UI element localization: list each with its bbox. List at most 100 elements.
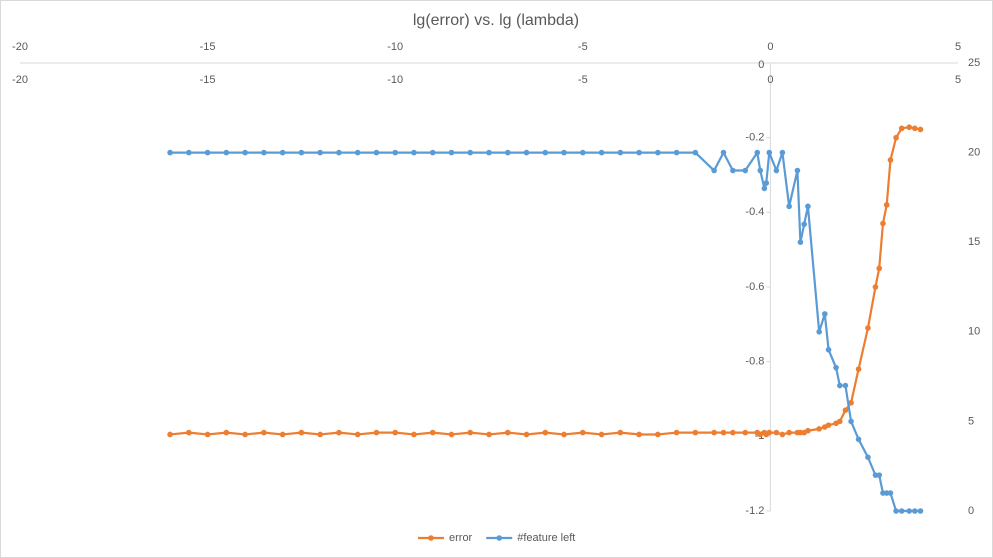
data-point — [486, 431, 492, 438]
data-point — [167, 431, 173, 438]
data-point — [223, 429, 230, 436]
data-point — [816, 426, 822, 432]
data-point — [876, 472, 883, 478]
data-point — [865, 325, 871, 331]
data-point — [673, 429, 680, 436]
data-point — [317, 149, 323, 156]
data-point — [887, 157, 894, 163]
data-point — [523, 431, 530, 438]
data-point — [561, 431, 567, 438]
data-point — [842, 382, 849, 389]
data-point — [893, 134, 899, 141]
y-tick-label: -1.2 — [745, 505, 764, 517]
data-point — [794, 167, 801, 174]
data-point — [298, 149, 305, 156]
y2-tick-label: 15 — [968, 236, 980, 248]
data-point — [336, 149, 342, 156]
data-point — [898, 125, 905, 132]
data-point — [186, 149, 192, 156]
data-point — [720, 429, 727, 436]
data-point — [779, 149, 786, 156]
data-point — [523, 149, 530, 156]
data-point — [893, 508, 899, 514]
data-point — [773, 429, 780, 436]
y-tick-label: -0.2 — [745, 132, 764, 144]
data-point — [742, 429, 749, 436]
data-point — [354, 431, 361, 438]
y2-tick-label: 10 — [968, 326, 980, 338]
data-point — [617, 429, 624, 436]
data-point — [617, 149, 624, 156]
data-point — [411, 149, 417, 156]
data-point — [865, 454, 871, 461]
data-point — [730, 167, 736, 174]
x2-tick-label: -5 — [578, 41, 588, 53]
data-point — [242, 431, 248, 438]
data-point — [825, 346, 832, 353]
data-point — [561, 149, 567, 156]
data-point — [598, 149, 605, 156]
data-point — [448, 149, 455, 156]
data-point — [786, 429, 792, 436]
data-point — [917, 508, 924, 514]
data-point — [906, 124, 913, 131]
y-tick-label: -0.8 — [745, 356, 764, 368]
data-point — [779, 431, 786, 438]
series-line — [170, 151, 921, 513]
y-tick-label: -0.6 — [745, 281, 764, 293]
data-point — [883, 202, 890, 208]
data-point — [766, 429, 773, 436]
data-point — [876, 265, 883, 272]
data-point — [848, 418, 854, 425]
data-point — [486, 149, 492, 156]
data-point — [467, 149, 474, 156]
data-point — [906, 508, 913, 514]
y2-tick-label: 0 — [968, 505, 974, 517]
legend-label: #feature left — [517, 532, 575, 544]
data-point — [742, 167, 749, 174]
data-point — [855, 436, 862, 443]
data-point — [766, 149, 773, 156]
x2-tick-label: 5 — [955, 41, 961, 53]
y-tick-label: 0 — [758, 59, 764, 71]
y-tick-label: -0.4 — [745, 206, 764, 218]
legend-label: error — [449, 532, 473, 544]
data-point — [855, 366, 862, 372]
data-point — [580, 149, 586, 156]
y2-tick-label: 25 — [968, 57, 980, 69]
data-point — [373, 429, 380, 436]
data-point — [833, 364, 839, 371]
chart-title: lg(error) vs. lg (lambda) — [413, 12, 579, 29]
data-point — [636, 431, 642, 438]
data-point — [636, 149, 642, 156]
x-tick-label: -15 — [200, 74, 216, 86]
data-point — [411, 431, 417, 438]
data-point — [598, 431, 605, 438]
data-point — [805, 203, 811, 210]
data-point — [655, 431, 661, 438]
data-point — [848, 399, 854, 406]
data-point — [504, 429, 511, 436]
data-point — [373, 149, 380, 156]
data-point — [542, 149, 549, 156]
data-point — [786, 203, 792, 210]
x2-tick-label: -10 — [387, 41, 403, 53]
x2-tick-label: -15 — [200, 41, 216, 53]
data-point — [692, 429, 699, 436]
data-point — [880, 220, 886, 227]
x-tick-label: -10 — [387, 74, 403, 86]
data-point — [580, 429, 586, 436]
data-point — [692, 149, 699, 156]
data-point — [912, 125, 918, 132]
data-point — [773, 167, 780, 174]
x2-tick-label: 0 — [767, 41, 773, 53]
data-point — [429, 149, 436, 156]
data-point — [279, 431, 286, 438]
y2-tick-label: 20 — [968, 147, 980, 159]
y2-tick-label: 5 — [968, 415, 974, 427]
data-point — [655, 149, 661, 156]
data-point — [822, 311, 828, 317]
data-point — [448, 431, 455, 438]
